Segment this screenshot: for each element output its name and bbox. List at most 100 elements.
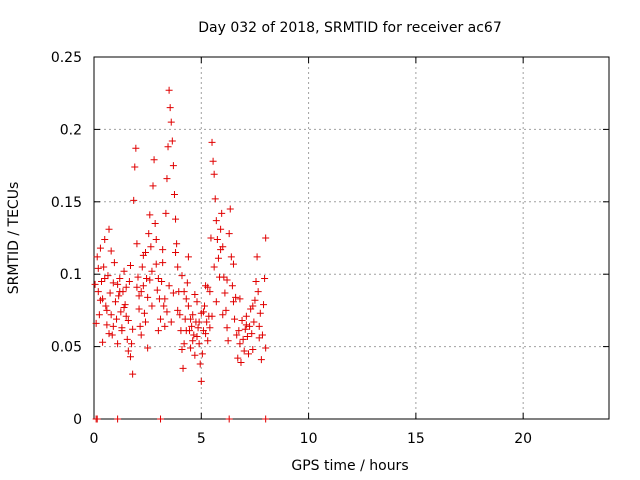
- data-point: [210, 170, 218, 178]
- data-point: [163, 175, 171, 183]
- data-point: [161, 322, 169, 330]
- data-point: [206, 324, 214, 332]
- data-point: [212, 298, 220, 306]
- data-point: [227, 253, 235, 261]
- data-point: [260, 301, 268, 309]
- data-point: [122, 283, 130, 291]
- data-point: [135, 292, 143, 300]
- x-tick-label: 20: [514, 431, 532, 447]
- data-point: [202, 330, 210, 338]
- data-point: [238, 317, 246, 325]
- data-point: [191, 351, 199, 359]
- data-point: [131, 163, 139, 171]
- y-tick-label: 0.05: [51, 340, 82, 356]
- data-point: [169, 162, 177, 170]
- data-point: [184, 253, 192, 261]
- data-point: [145, 230, 153, 238]
- data-point: [136, 322, 144, 330]
- data-point: [124, 317, 132, 325]
- plot-frame: [93, 56, 610, 420]
- data-point: [178, 272, 186, 280]
- data-point: [262, 234, 270, 242]
- data-point: [189, 311, 197, 319]
- data-point: [261, 275, 269, 283]
- y-tick-label: 0.2: [60, 122, 82, 138]
- data-point: [106, 289, 114, 297]
- x-tick-label: 5: [197, 431, 206, 447]
- y-tick-label: 0.25: [51, 50, 82, 66]
- data-point: [262, 344, 270, 352]
- data-point: [147, 243, 155, 251]
- data-point: [223, 276, 231, 284]
- data-point: [211, 195, 219, 203]
- data-point: [245, 350, 252, 358]
- data-point: [195, 340, 203, 348]
- data-point: [152, 235, 160, 243]
- data-point: [183, 279, 191, 287]
- data-point: [118, 327, 126, 335]
- data-point: [135, 305, 143, 313]
- data-point: [159, 246, 167, 254]
- data-point: [143, 275, 151, 283]
- data-point: [169, 289, 177, 297]
- data-point: [234, 354, 242, 362]
- data-point: [225, 230, 233, 238]
- data-point: [195, 318, 203, 326]
- data-point: [146, 276, 154, 284]
- data-point: [95, 311, 103, 319]
- data-point: [94, 288, 102, 296]
- data-point: [167, 318, 175, 326]
- data-points: [91, 86, 270, 423]
- data-point: [180, 288, 188, 296]
- data-point: [258, 331, 266, 339]
- data-point: [213, 235, 221, 243]
- data-point: [114, 280, 122, 288]
- data-point: [223, 324, 231, 332]
- data-point: [117, 308, 125, 316]
- data-point: [115, 292, 123, 300]
- data-point: [170, 191, 178, 199]
- y-tick-label: 0.1: [60, 267, 82, 283]
- data-point: [121, 301, 129, 309]
- data-point: [209, 157, 217, 165]
- data-point: [153, 286, 161, 294]
- data-point: [146, 211, 154, 219]
- data-point: [142, 318, 149, 326]
- data-point: [139, 282, 147, 290]
- data-point: [123, 335, 131, 343]
- data-point: [158, 277, 166, 285]
- data-point: [96, 244, 104, 252]
- data-point: [221, 289, 229, 297]
- data-point: [157, 315, 165, 323]
- data-point: [222, 306, 230, 314]
- data-point: [229, 298, 237, 306]
- data-point: [248, 330, 256, 338]
- data-point: [163, 308, 171, 316]
- data-point: [218, 209, 226, 217]
- data-point: [107, 247, 115, 255]
- data-point: [144, 344, 152, 352]
- data-point: [212, 217, 220, 225]
- data-point: [101, 275, 109, 283]
- grid: [94, 57, 609, 419]
- data-point: [152, 260, 160, 268]
- data-point: [176, 311, 184, 319]
- data-point: [236, 295, 244, 303]
- data-point: [161, 295, 169, 303]
- data-point: [249, 345, 257, 353]
- data-point: [189, 337, 197, 345]
- data-point: [102, 302, 110, 310]
- data-point: [217, 225, 225, 233]
- data-point: [129, 325, 137, 333]
- data-point: [204, 337, 212, 345]
- data-point: [188, 322, 196, 330]
- data-point: [124, 347, 132, 355]
- data-point: [128, 340, 136, 348]
- data-point: [139, 251, 147, 259]
- data-point: [172, 215, 180, 223]
- data-point: [159, 259, 167, 267]
- data-point: [111, 298, 119, 306]
- data-point: [93, 415, 101, 423]
- data-point: [157, 415, 165, 423]
